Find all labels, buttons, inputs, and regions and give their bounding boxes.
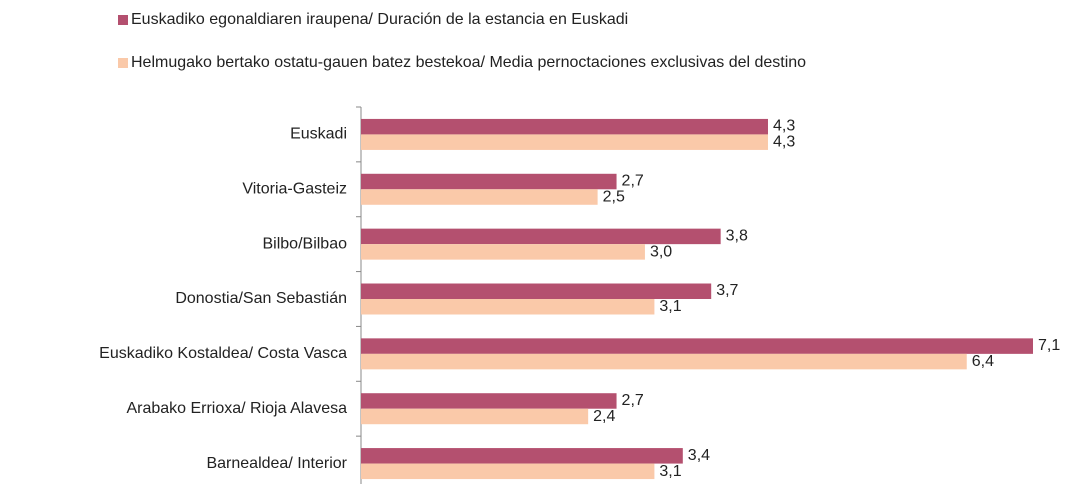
data-label: 3,1: [659, 298, 681, 315]
data-label: 7,1: [1038, 337, 1060, 354]
bar: [361, 463, 655, 480]
data-label: 3,4: [688, 447, 710, 464]
bar: [361, 118, 768, 135]
bar: [361, 353, 967, 370]
legend-label: Euskadiko egonaldiaren iraupena/ Duració…: [131, 11, 628, 28]
legend-swatch: [118, 15, 128, 25]
data-label: 4,3: [773, 134, 795, 151]
data-label: 4,3: [773, 118, 795, 135]
category-label: Euskadi: [290, 126, 347, 143]
category-label: Vitoria-Gasteiz: [242, 181, 347, 198]
legend-swatch: [118, 58, 128, 68]
data-label: 3,7: [716, 282, 738, 299]
data-label: 3,1: [659, 463, 681, 480]
bar: [361, 448, 683, 464]
bar: [361, 393, 617, 409]
data-label: 2,7: [622, 392, 644, 409]
legend-label: Helmugako bertako ostatu-gauen batez bes…: [131, 54, 806, 71]
bar: [361, 299, 655, 315]
bar: [361, 408, 589, 425]
data-label: 3,8: [726, 227, 748, 244]
data-label: 3,0: [650, 243, 672, 260]
data-label: 2,5: [603, 189, 625, 206]
category-label: Arabako Errioxa/ Rioja Alavesa: [126, 400, 347, 417]
data-label: 6,4: [972, 353, 994, 370]
bar: [361, 228, 721, 245]
bar: [361, 189, 598, 205]
category-label: Barnealdea/ Interior: [206, 455, 347, 472]
bar: [361, 283, 712, 299]
bar: [361, 173, 617, 190]
category-label: Donostia/San Sebastián: [175, 290, 347, 307]
category-label: Bilbo/Bilbao: [263, 235, 348, 252]
category-label: Euskadiko Kostaldea/ Costa Vasca: [99, 345, 347, 362]
bar: [361, 244, 645, 260]
data-label: 2,7: [622, 173, 644, 190]
bar: [361, 338, 1033, 354]
data-label: 2,4: [593, 408, 615, 425]
bar: [361, 134, 768, 150]
